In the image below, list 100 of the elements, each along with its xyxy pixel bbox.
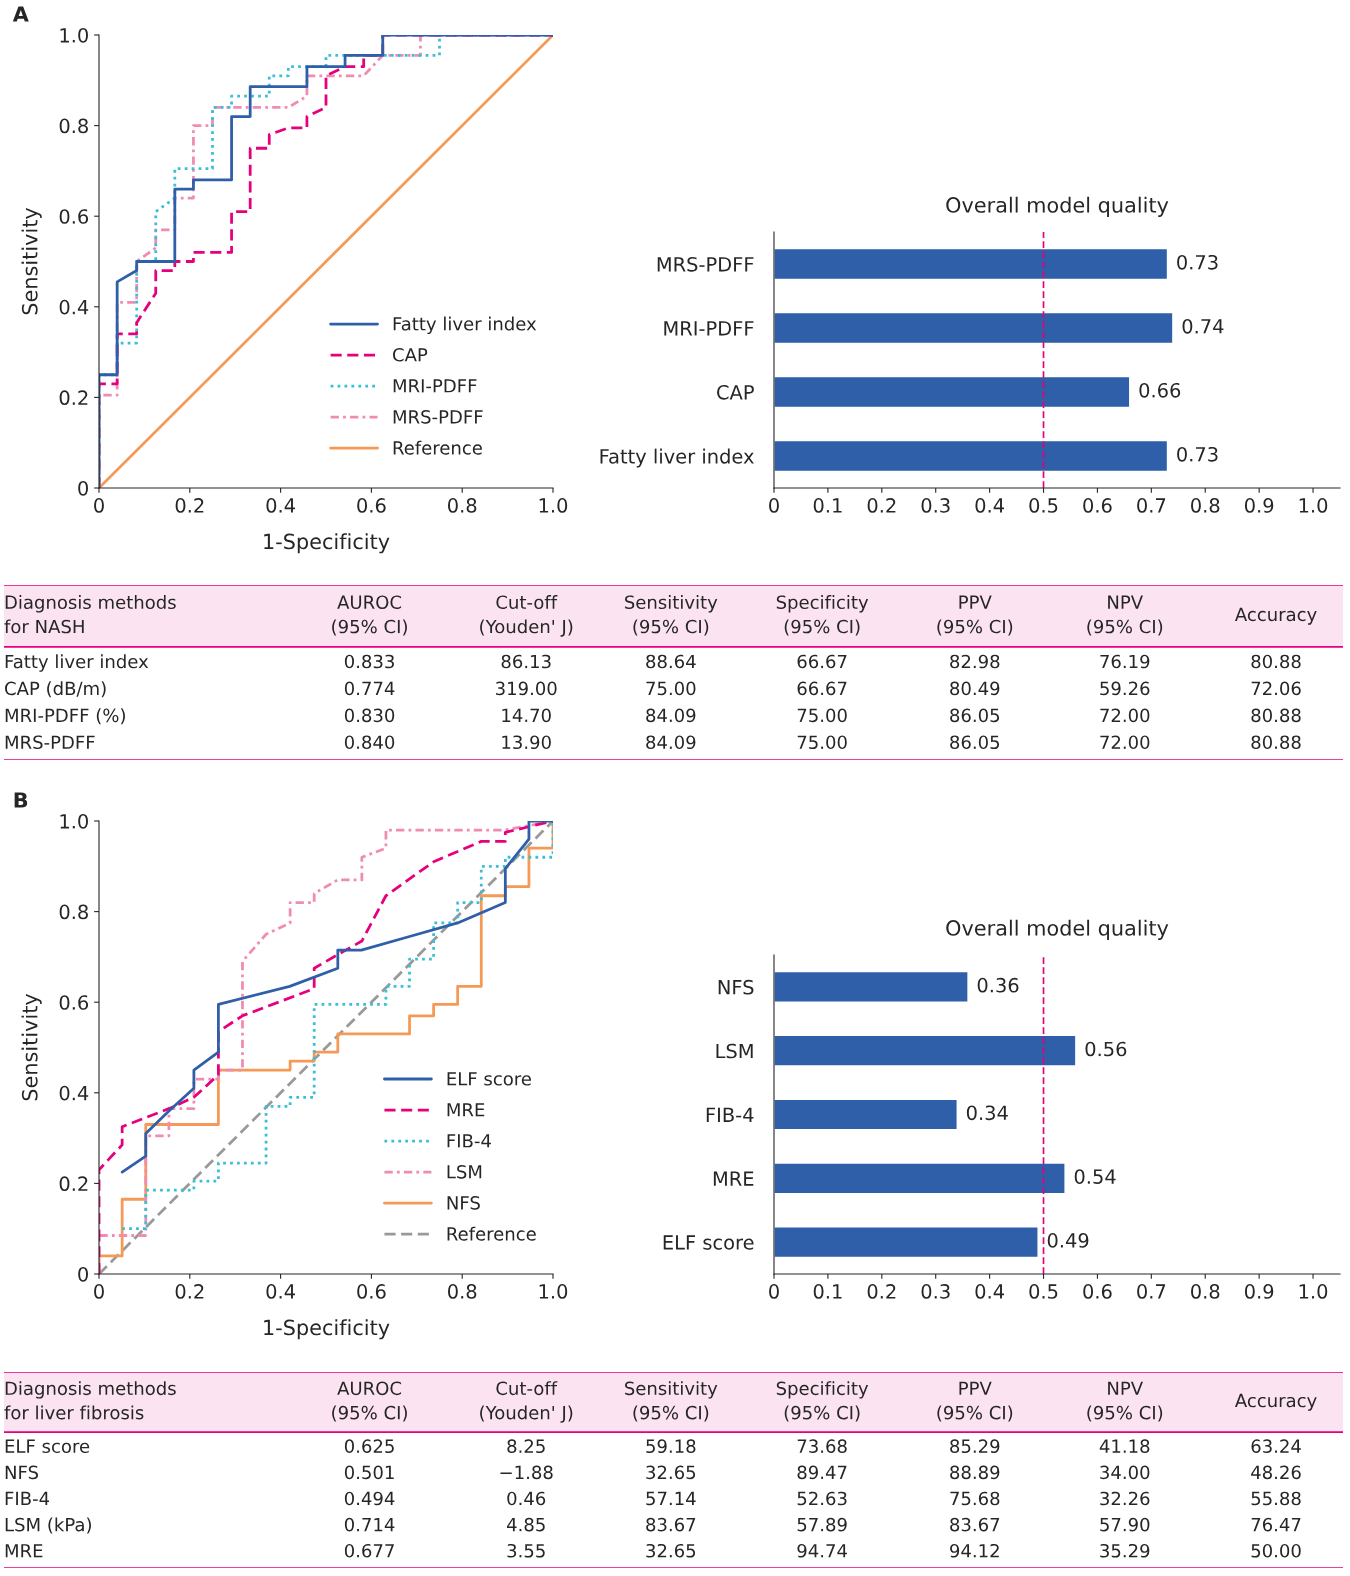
text: 32.65	[646, 1543, 696, 1558]
text: 57.14	[646, 1491, 696, 1506]
x-tick-label: 0.5	[1029, 1284, 1058, 1299]
text: 75.00	[797, 735, 847, 750]
x-tick-label: 0.1	[813, 1284, 842, 1299]
legend-label: CAP	[392, 347, 428, 362]
text: 94.74	[797, 1543, 847, 1558]
data-label: 0.49	[1047, 1233, 1089, 1248]
text: 13.90	[502, 735, 551, 750]
text: Diagnosis methods for liver fibrosis	[4, 1381, 176, 1420]
legend-label: Reference	[447, 1226, 536, 1241]
text: 66.67	[797, 681, 847, 696]
x-tick-label: 0.7	[1137, 1284, 1166, 1299]
text: Sensitivity (95% CI)	[625, 595, 718, 636]
y-tick-label: 1.0	[60, 813, 88, 829]
chart-title: Overall model quality	[946, 919, 1169, 940]
text: 83.67	[950, 1517, 1000, 1532]
text: LSM (kPa)	[5, 1517, 91, 1534]
text: 88.89	[950, 1465, 1000, 1480]
legend-label: ELF score	[447, 1072, 531, 1086]
text: 80.88	[1251, 654, 1301, 669]
y-tick-label: LSM	[716, 1043, 753, 1059]
text: 72.06	[1251, 681, 1301, 696]
text: FIB-4	[5, 1491, 50, 1506]
text: B	[14, 792, 28, 808]
y-tick-label: 0.8	[59, 118, 88, 134]
x-tick-label: 1.0	[539, 498, 568, 513]
x-tick-label: 0.8	[448, 498, 477, 513]
data-label: 0.56	[1085, 1041, 1127, 1057]
bar	[774, 311, 1174, 345]
x-tick-label: 0.8	[1191, 498, 1220, 513]
legend-label: Fatty liver index	[393, 316, 537, 335]
text: 4.85	[506, 1517, 545, 1532]
x-tick-label: 0.3	[921, 498, 950, 513]
text: 84.09	[646, 708, 696, 723]
bar	[774, 1034, 1077, 1067]
x-tick-label: 0.1	[813, 498, 842, 513]
text: 59.18	[646, 1439, 696, 1454]
data-label: 0.34	[966, 1105, 1008, 1121]
text: 72.00	[1100, 708, 1150, 723]
y-tick-label: 0.4	[59, 299, 89, 315]
text: 14.70	[502, 708, 551, 723]
text: 319.00	[496, 681, 557, 696]
text: 89.47	[797, 1465, 847, 1480]
text: 0.46	[507, 1491, 546, 1506]
x-tick-label: 0.8	[448, 1284, 477, 1299]
text: 0.833	[344, 654, 394, 669]
text: 66.67	[797, 654, 847, 669]
text: PPV (95% CI)	[937, 1381, 1013, 1422]
chart-title: Overall model quality	[946, 196, 1169, 217]
y-tick-label: 0.6	[59, 995, 89, 1010]
text: 34.00	[1100, 1465, 1150, 1480]
text: CAP (dB/m)	[5, 681, 106, 698]
text: Accuracy	[1234, 607, 1317, 625]
text: 48.26	[1251, 1465, 1301, 1480]
x-axis-title: 1-Specificity	[264, 533, 390, 554]
text: Diagnosis methods for NASH	[4, 595, 176, 634]
x-tick-label: 0.2	[867, 498, 896, 513]
text: PPV (95% CI)	[937, 595, 1013, 636]
text: 0.677	[344, 1543, 394, 1558]
text: 76.19	[1100, 654, 1150, 669]
text: 0.501	[344, 1465, 394, 1480]
y-tick-label: 0.6	[59, 209, 89, 224]
y-tick-label: 0.2	[59, 1176, 88, 1192]
data-label: 0.73	[1177, 446, 1218, 462]
text: 84.09	[646, 735, 696, 750]
text: NPV (95% CI)	[1087, 1381, 1163, 1422]
text: 32.65	[646, 1465, 696, 1480]
x-tick-label: 0.2	[867, 1284, 896, 1299]
x-tick-label: 0.4	[266, 1284, 295, 1299]
text: 55.88	[1251, 1491, 1301, 1506]
text: −1.88	[500, 1465, 553, 1480]
y-tick-label: Fatty liver index	[600, 448, 754, 468]
x-tick-label: 0.6	[1083, 1284, 1112, 1299]
text: 57.90	[1100, 1517, 1150, 1532]
text: 0.840	[344, 735, 395, 750]
text: 88.64	[646, 654, 696, 669]
data-label: 0.54	[1074, 1169, 1116, 1184]
bar	[774, 439, 1169, 473]
text: 0.774	[344, 681, 395, 696]
text: Cut-off (Youden' J)	[480, 1381, 573, 1423]
y-tick-label: 0.2	[59, 390, 88, 406]
y-tick-label: MRE	[713, 1171, 754, 1186]
text: 57.89	[797, 1517, 847, 1532]
bar	[774, 970, 969, 1003]
text: 86.05	[950, 735, 1000, 750]
y-tick-label: 0	[78, 1266, 88, 1282]
y-tick-label: CAP	[717, 384, 754, 400]
text: 80.88	[1251, 708, 1301, 723]
legend-label: FIB-4	[447, 1134, 491, 1148]
text: 83.67	[646, 1517, 696, 1532]
bar	[774, 247, 1169, 281]
x-tick-label: 1.0	[539, 1284, 568, 1299]
y-axis-title: Sensitivity	[21, 993, 42, 1101]
text: 75.00	[797, 708, 847, 723]
text: Accuracy	[1234, 1393, 1317, 1411]
legend-label: MRS-PDFF	[393, 409, 483, 424]
text: 41.18	[1099, 1439, 1150, 1454]
x-tick-label: 0.9	[1244, 498, 1274, 513]
x-tick-label: 0.2	[175, 498, 204, 513]
